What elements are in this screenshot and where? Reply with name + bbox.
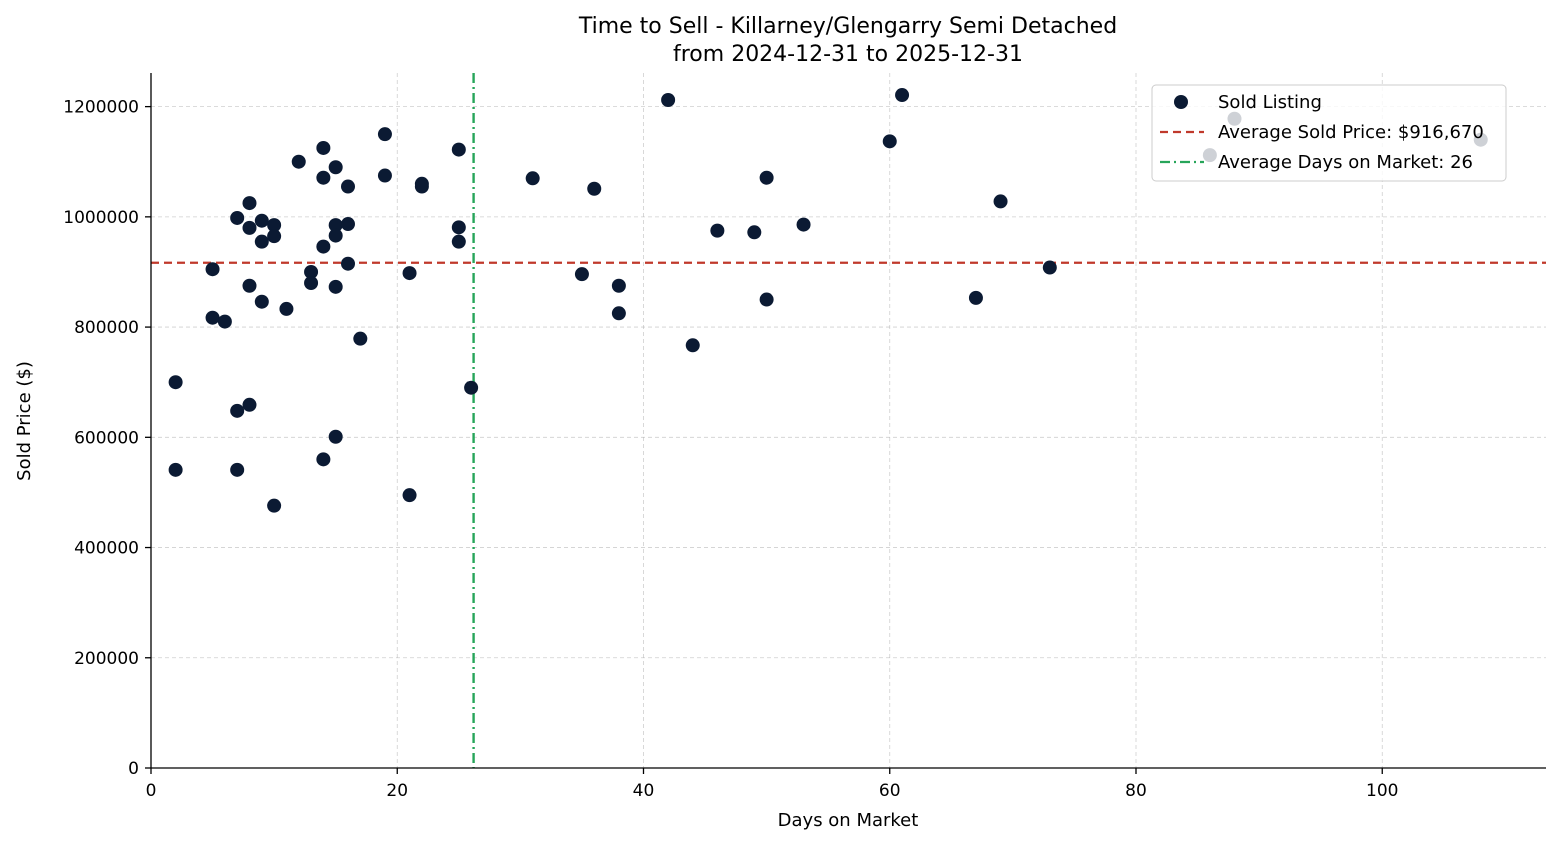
sold-listing-point [340, 256, 355, 271]
sold-listing-point [796, 217, 811, 232]
data-points [168, 88, 1488, 513]
sold-listing-point [451, 220, 466, 235]
y-tick-label: 1000000 [63, 208, 139, 228]
x-tick-label: 80 [1125, 781, 1147, 801]
legend-marker-sold-listing [1174, 95, 1188, 109]
y-tick-label: 600000 [74, 428, 139, 448]
sold-listing-point [205, 310, 220, 325]
sold-listing-point [242, 278, 257, 293]
sold-listing-point [402, 488, 417, 503]
sold-listing-point [316, 452, 331, 467]
sold-listing-point [328, 218, 343, 233]
y-tick-label: 800000 [74, 318, 139, 338]
sold-listing-point [316, 239, 331, 254]
sold-listing-point [279, 301, 294, 316]
chart-title-line-1: Time to Sell - Killarney/Glengarry Semi … [578, 14, 1117, 39]
sold-listing-point [611, 278, 626, 293]
sold-listing-point [230, 403, 245, 418]
sold-listing-point [451, 234, 466, 249]
x-tick-label: 60 [879, 781, 901, 801]
sold-listing-point [451, 142, 466, 157]
sold-listing-point [882, 134, 897, 149]
sold-listing-point [217, 314, 232, 329]
sold-listing-point [968, 290, 983, 305]
sold-listing-point [267, 218, 282, 233]
sold-listing-point [759, 170, 774, 185]
legend-label-sold-listing: Sold Listing [1218, 92, 1322, 113]
y-tick-label: 1200000 [63, 98, 139, 118]
sold-listing-point [340, 179, 355, 194]
sold-listing-point [661, 93, 676, 108]
legend-box [1151, 84, 1507, 182]
sold-listing-point [316, 140, 331, 155]
x-tick-label: 0 [146, 781, 157, 801]
y-axis-label: Sold Price ($) [14, 361, 35, 481]
sold-listing-point [377, 168, 392, 183]
sold-listing-point [267, 229, 282, 244]
y-tick-label: 0 [128, 759, 139, 779]
sold-listing-point [328, 228, 343, 243]
sold-listing-point [291, 154, 306, 169]
sold-listing-point [230, 462, 245, 477]
sold-listing-point [168, 375, 183, 390]
legend-label-average-price: Average Sold Price: $916,670 [1218, 122, 1484, 143]
sold-listing-point [402, 266, 417, 281]
sold-listing-point [205, 262, 220, 277]
x-tick-label: 40 [633, 781, 655, 801]
x-tick-label: 20 [386, 781, 408, 801]
sold-listing-point [377, 127, 392, 142]
sold-listing-point [747, 225, 762, 240]
y-axis-ticks: 0 200000 400000 600000 800000 1000000 1200000 [63, 98, 151, 779]
sold-listing-point [254, 294, 269, 309]
sold-listing-point [316, 170, 331, 185]
y-tick-label: 200000 [74, 649, 139, 669]
x-axis-ticks: 0 20 40 60 80 100 [146, 768, 1398, 801]
sold-listing-point [993, 194, 1008, 209]
x-axis-label: Days on Market [778, 810, 919, 831]
sold-listing-point [574, 267, 589, 282]
sold-listing-point [685, 338, 700, 353]
sold-listing-point [1042, 260, 1057, 275]
sold-listing-point [267, 498, 282, 513]
sold-listing-point [254, 213, 269, 228]
sold-listing-point [759, 292, 774, 307]
chart-title-line-2: from 2024-12-31 to 2025-12-31 [673, 42, 1023, 67]
y-tick-label: 400000 [74, 539, 139, 559]
x-tick-label: 100 [1366, 781, 1398, 801]
sold-listing-point [242, 196, 257, 211]
sold-listing-point [254, 234, 269, 249]
sold-listing-point [587, 181, 602, 196]
sold-listing-point [340, 217, 355, 232]
sold-listing-point [353, 331, 368, 346]
sold-listing-point [242, 397, 257, 412]
sold-listing-point [242, 220, 257, 235]
sold-listing-point [328, 279, 343, 294]
sold-listing-point [328, 160, 343, 175]
sold-listing-point [304, 275, 319, 290]
sold-listing-point [168, 462, 183, 477]
legend: Sold Listing Average Sold Price: $916,67… [1151, 84, 1507, 182]
sold-listing-point [895, 88, 910, 103]
sold-listing-point [328, 429, 343, 444]
sold-listing-point [304, 264, 319, 279]
legend-label-average-days: Average Days on Market: 26 [1218, 152, 1473, 173]
sold-listing-point [525, 171, 540, 186]
sold-listing-point [710, 223, 725, 238]
sold-listing-point [464, 380, 479, 395]
sold-listing-point [414, 179, 429, 194]
sold-listing-point [611, 306, 626, 321]
sold-listing-point [230, 210, 245, 225]
reference-lines [151, 73, 1546, 768]
